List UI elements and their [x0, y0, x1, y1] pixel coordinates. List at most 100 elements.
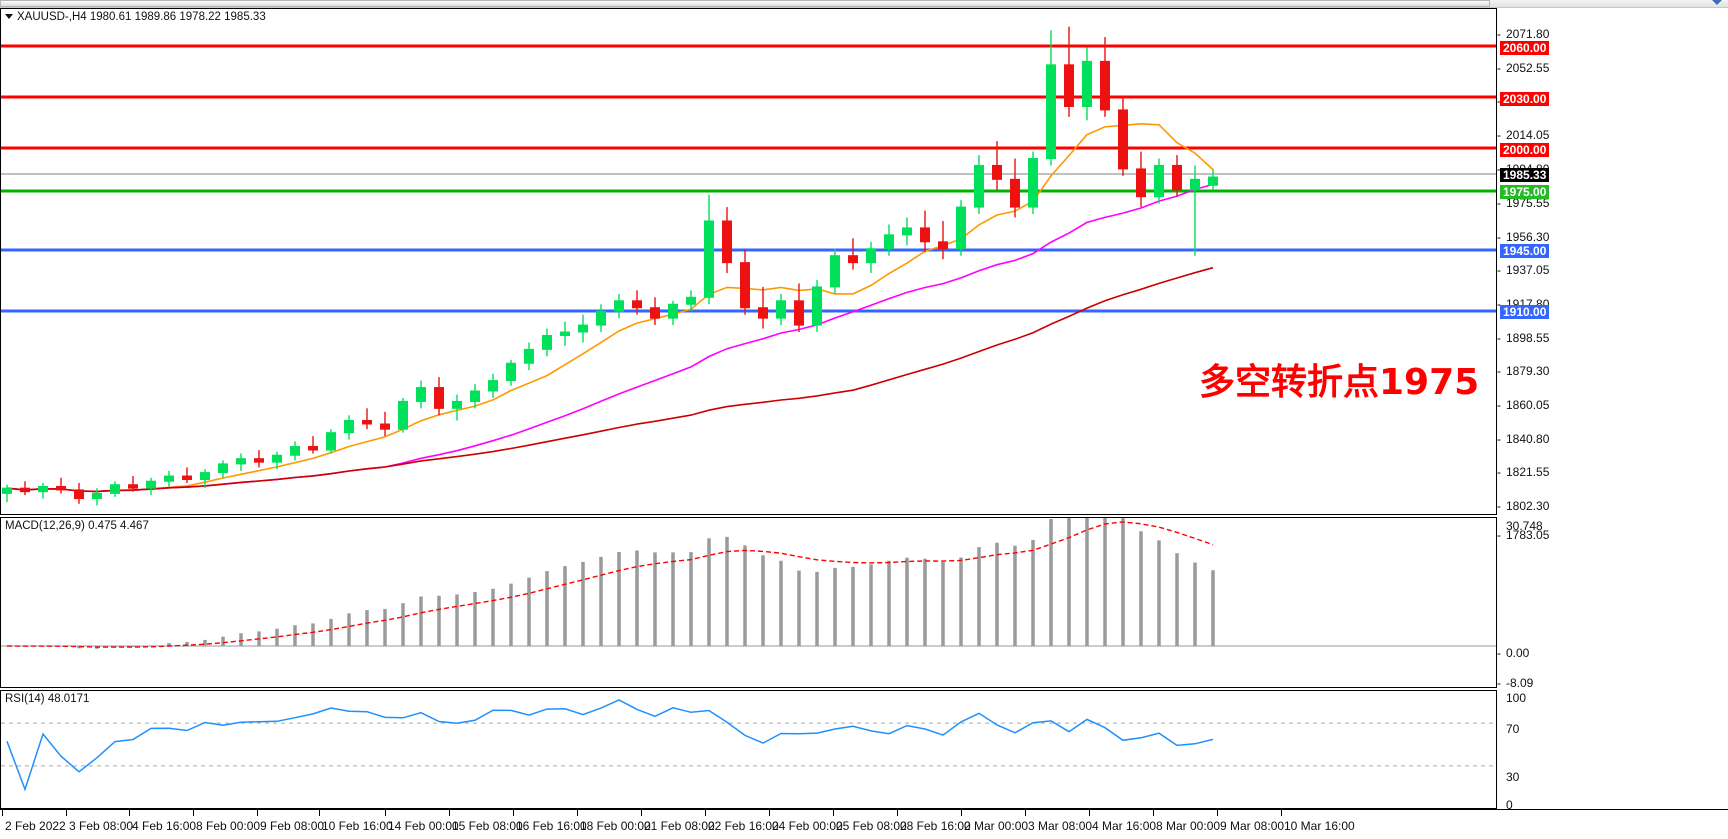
- price-chart-pane[interactable]: XAUUSD-,H4 1980.61 1989.86 1978.22 1985.…: [0, 8, 1497, 515]
- axis-tick-mark: -: [1497, 27, 1501, 41]
- candle-body: [1100, 60, 1110, 111]
- ma-red-line: [6, 266, 1214, 493]
- price-level-badge[interactable]: 1975.00: [1500, 185, 1550, 199]
- candle-body: [1154, 164, 1164, 198]
- time-axis-tick: [769, 810, 770, 816]
- candlestick: [866, 241, 876, 274]
- axis-tick-mark: -: [1497, 499, 1501, 513]
- candle-body: [218, 463, 228, 474]
- candlestick: [992, 141, 1002, 190]
- rsi-axis-tick: 0: [1497, 799, 1728, 812]
- candle-body: [200, 472, 210, 481]
- time-axis-label: 3 Mar 08:00: [1028, 819, 1093, 833]
- candle-body: [128, 484, 138, 489]
- price-level-badge[interactable]: 2030.00: [1500, 92, 1550, 106]
- axis-tick-mark: -: [1497, 528, 1501, 542]
- price-level-badge[interactable]: 1910.00: [1500, 305, 1550, 319]
- time-axis-tick: [897, 810, 898, 816]
- chevron-down-icon[interactable]: [1712, 0, 1722, 5]
- candlestick: [776, 293, 786, 326]
- axis-tick-value: 1821.55: [1506, 465, 1550, 479]
- candle-body: [470, 390, 480, 402]
- candlestick: [362, 408, 372, 430]
- candlestick: [1028, 151, 1038, 215]
- price-axis-tick: -1956.30: [1497, 231, 1728, 244]
- candlestick: [794, 283, 804, 333]
- axis-tick-value: 1898.55: [1506, 331, 1550, 345]
- macd-indicator-pane[interactable]: MACD(12,26,9) 0.475 4.467: [0, 517, 1497, 688]
- candlestick: [902, 217, 912, 246]
- candle-body: [434, 387, 444, 409]
- time-axis-tick: [705, 810, 706, 816]
- time-axis-label: 21 Feb 08:00: [644, 819, 715, 833]
- axis-tick-mark: -: [1497, 364, 1501, 378]
- time-axis-tick: [577, 810, 578, 816]
- time-axis-label: 4 Feb 16:00: [132, 819, 197, 833]
- candle-body: [236, 458, 246, 465]
- axis-tick-value: 2052.55: [1506, 61, 1550, 75]
- macd-title-label: MACD(12,26,9) 0.475 4.467: [5, 520, 149, 532]
- candle-body: [1190, 178, 1200, 191]
- macd-axis-tick: 30.748: [1497, 520, 1728, 533]
- price-axis-column[interactable]: -2071.80-2052.55-2033.30-2014.05-1994.80…: [1497, 8, 1728, 812]
- axis-tick-value: 1879.30: [1506, 364, 1550, 378]
- rsi-indicator-pane[interactable]: RSI(14) 48.0171: [0, 690, 1497, 809]
- candle-body: [164, 475, 174, 482]
- price-level-badge[interactable]: 2000.00: [1500, 143, 1550, 157]
- candlestick: [560, 321, 570, 346]
- time-axis[interactable]: 2 Feb 2022 3 Feb 08:00 4 Feb 16:00 8 Feb 00…: [0, 809, 1728, 839]
- axis-tick-mark: -: [1497, 465, 1501, 479]
- time-axis-label: 2 Feb 2022: [5, 819, 66, 833]
- candle-body: [884, 234, 894, 250]
- horizontal-scrollbar[interactable]: [0, 0, 1728, 8]
- price-axis-tick: -2014.05: [1497, 129, 1728, 142]
- candlestick: [758, 286, 768, 329]
- candlestick: [830, 248, 840, 294]
- candle-body: [740, 262, 750, 309]
- ma-orange-line: [6, 122, 1214, 493]
- candlestick: [164, 470, 174, 487]
- candle-body: [524, 348, 534, 364]
- price-axis-tick: -1840.80: [1497, 433, 1728, 446]
- candle-body: [2, 487, 12, 494]
- price-level-badge[interactable]: 1945.00: [1500, 244, 1550, 258]
- candle-body: [1208, 176, 1218, 186]
- scrollbar-thumb[interactable]: [0, 0, 1490, 7]
- time-axis-tick: [1089, 810, 1090, 816]
- time-axis-tick: [1281, 810, 1282, 816]
- time-axis-tick: [193, 810, 194, 816]
- candle-body: [56, 485, 66, 491]
- price-axis-tick: -1937.05: [1497, 264, 1728, 277]
- candlestick: [92, 488, 102, 506]
- price-level-badge[interactable]: 2060.00: [1500, 41, 1550, 55]
- candle-body: [20, 487, 30, 493]
- axis-tick-mark: -: [1497, 297, 1501, 311]
- candle-body: [1010, 178, 1020, 208]
- candle-body: [956, 206, 966, 250]
- time-axis-tick: [385, 810, 386, 816]
- candlestick: [434, 377, 444, 416]
- macd-axis-tick: - -8.09: [1497, 677, 1728, 690]
- candlestick: [650, 297, 660, 326]
- time-axis-label: 4 Mar 16:00: [1092, 819, 1157, 833]
- time-axis-tick: [1025, 810, 1026, 816]
- axis-tick-value: 30.748: [1506, 519, 1543, 533]
- rsi-axis-tick: 100: [1497, 692, 1728, 705]
- time-axis-tick: [66, 810, 67, 816]
- candle-body: [1136, 168, 1146, 198]
- time-axis-label: 15 Feb 08:00: [452, 819, 523, 833]
- axis-tick-mark: -: [1497, 196, 1501, 210]
- collapse-triangle-icon[interactable]: [5, 14, 13, 20]
- candlestick: [380, 411, 390, 437]
- candlestick: [614, 293, 624, 319]
- ma-magenta-line: [6, 183, 1214, 493]
- time-axis-tick: [2, 810, 3, 816]
- axis-tick-mark: -: [1497, 230, 1501, 244]
- candle-body: [1082, 60, 1092, 107]
- time-axis-tick: [513, 810, 514, 816]
- candlestick: [38, 482, 48, 499]
- rsi-axis-tick: 70: [1497, 723, 1728, 736]
- price-level-badge[interactable]: 1985.33: [1500, 168, 1550, 182]
- time-axis-label: 3 Feb 08:00: [69, 819, 134, 833]
- candle-body: [614, 300, 624, 312]
